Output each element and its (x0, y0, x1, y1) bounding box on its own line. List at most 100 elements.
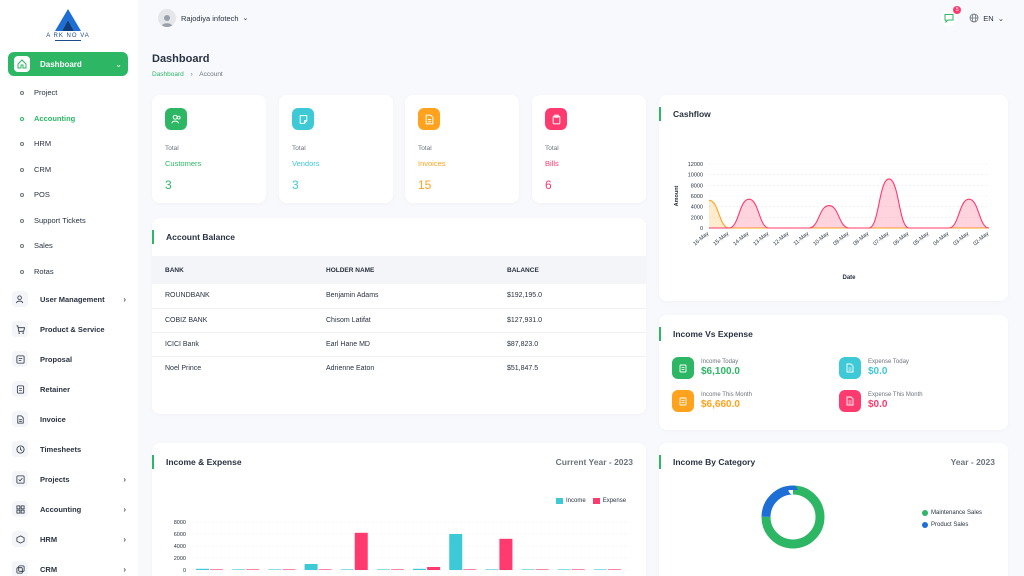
wallet-icon (672, 390, 694, 412)
chat-icon (944, 14, 954, 23)
ie-label: Expense This Month (868, 392, 923, 398)
y-tick-label: 4000 (691, 205, 703, 211)
card-title: Income Vs Expense (659, 327, 753, 341)
bar-expense (354, 532, 368, 570)
cashflow-area-1 (709, 178, 989, 228)
chevron-right-icon: › (123, 564, 126, 574)
sidebar-subitem-pos[interactable]: POS (20, 190, 50, 199)
table-row: Noel Prince Adrienne Eaton $51,847.5 (152, 356, 646, 380)
language-selector[interactable]: EN ⌄ (969, 13, 1004, 23)
income-today: Income Today $6,100.0 (672, 357, 740, 379)
bar-expense (318, 569, 332, 570)
x-tick-label: 05-May (912, 231, 930, 248)
messages-button[interactable]: 5 (941, 6, 962, 26)
sidebar-subitem-project[interactable]: Project (20, 88, 57, 97)
bar-expense (282, 569, 296, 570)
clock-icon (12, 441, 28, 457)
bar-income (413, 568, 427, 570)
y-tick-label: 2000 (174, 556, 186, 562)
bar-expense (571, 569, 585, 570)
bar-expense (463, 569, 477, 570)
table-header-row: BANK HOLDER NAME BALANCE (152, 256, 646, 284)
bullet-icon (20, 192, 24, 197)
bar-income (196, 568, 210, 570)
legend-swatch (922, 510, 928, 516)
y-tick-label: 8000 (691, 183, 703, 189)
legend-item: Maintenance Sales (922, 510, 982, 516)
sidebar-subitem-accounting[interactable]: Accounting (20, 114, 75, 123)
income-expense-chart: 0 2000 4000 6000 8000 (174, 520, 626, 574)
brand-underline (55, 40, 81, 41)
sidebar-item-hrm[interactable]: HRM › (12, 531, 126, 547)
ie-label: Income Today (701, 359, 739, 365)
legend-label-expense: Expense (602, 498, 627, 504)
subitem-label: Project (34, 88, 58, 97)
y-tick-label: 6000 (174, 532, 186, 538)
sidebar-subitem-rotas[interactable]: Rotas (20, 267, 54, 276)
x-tick-label: 11-May (793, 231, 811, 247)
bullet-icon (20, 90, 24, 95)
ie-label: Income This Month (701, 392, 752, 398)
sidebar-item-label: Timesheets (40, 444, 82, 454)
table-row: COBIZ BANK Chisom Latifat $127,931.0 (152, 308, 646, 333)
year-filter[interactable]: Current Year - 2023 (555, 457, 633, 467)
chevron-right-icon: › (123, 534, 126, 544)
sidebar-item-invoice[interactable]: Invoice (12, 411, 126, 427)
bar-expense (427, 567, 441, 570)
sidebar-subitem-sales[interactable]: Sales (20, 241, 53, 250)
y-tick-label: 10000 (688, 173, 703, 179)
brand-logo[interactable]: A RK NO VA (44, 8, 92, 46)
cell-bank: Noel Prince (165, 364, 202, 372)
user-menu[interactable]: Rajodiya infotech ⌄ (158, 8, 248, 28)
sidebar-subitem-hrm[interactable]: HRM (20, 139, 51, 148)
sidebar-item-retainer[interactable]: Retainer (12, 381, 126, 397)
sidebar-item-timesheets[interactable]: Timesheets (12, 441, 126, 457)
donut-slice-1 (761, 485, 825, 549)
stat-small-label: Total (418, 145, 432, 152)
x-tick-label: 12-May (772, 231, 790, 248)
users-icon (12, 291, 28, 307)
sidebar-item-label: Invoice (40, 414, 66, 424)
cell-bank: COBIZ BANK (152, 308, 313, 333)
bar-expense (607, 569, 621, 570)
sidebar-subitem-support-tickets[interactable]: Support Tickets (20, 216, 86, 225)
sidebar-item-product-service[interactable]: Product & Service (12, 321, 126, 337)
breadcrumb: Dashboard › Account (152, 71, 223, 78)
stat-value: 6 (545, 178, 552, 192)
income-vs-expense-card: Income Vs Expense Income Today $6,100.0 E… (659, 315, 1008, 430)
breadcrumb-dashboard[interactable]: Dashboard (152, 71, 184, 78)
avatar (158, 9, 176, 27)
income-this-month: Income This Month $6,660.0 (672, 390, 752, 412)
cell-balance: $192,195.0 (494, 284, 646, 309)
x-tick-label: 14-May (732, 231, 750, 248)
year-filter[interactable]: Year - 2023 (950, 457, 995, 467)
y-axis-label: Amount (674, 185, 680, 206)
subitem-label: HRM (34, 139, 52, 148)
sidebar-item-projects[interactable]: Projects › (12, 471, 126, 487)
sidebar-item-dashboard[interactable]: Dashboard ⌄ (8, 52, 128, 76)
x-axis-label: Date (842, 275, 856, 281)
bar-income (593, 569, 607, 570)
sidebar-item-user-management[interactable]: User Management › (12, 291, 126, 307)
sidebar-item-accounting[interactable]: Accounting › (12, 501, 126, 517)
stat-small-label: Total (165, 145, 179, 152)
sidebar-item-proposal[interactable]: Proposal (12, 351, 126, 367)
x-tick-label: 15-May (712, 231, 730, 248)
legend-swatch (922, 522, 928, 528)
cell-bank: ICICI Bank (152, 332, 313, 357)
column-header: BANK (152, 256, 313, 284)
cell-balance: $87,823.0 (494, 332, 646, 357)
bullet-icon (20, 218, 24, 223)
file-icon (418, 108, 440, 130)
sidebar-subitem-crm[interactable]: CRM (20, 165, 51, 174)
cashflow-card: Cashflow 0 2000 4000 6000 8000 10000 12000 16-M… (659, 95, 1008, 301)
x-tick-label: 08-May (852, 231, 870, 248)
legend-label: Maintenance Sales (931, 510, 983, 516)
bullet-icon (20, 116, 24, 121)
stat-label: Customers (165, 159, 202, 168)
stat-card-bills: Total Bills 6 (532, 95, 646, 203)
bullet-icon (20, 141, 24, 146)
user-name: Rajodiya infotech (181, 13, 239, 23)
sidebar-item-crm[interactable]: CRM › (12, 561, 126, 576)
header-actions: 5 EN ⌄ (941, 6, 1004, 26)
